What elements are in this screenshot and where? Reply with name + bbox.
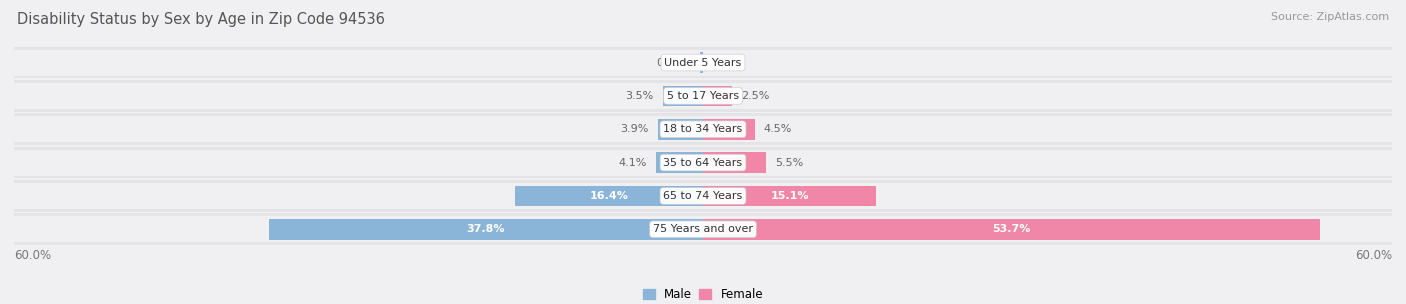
Text: 18 to 34 Years: 18 to 34 Years xyxy=(664,124,742,134)
Bar xyxy=(703,186,876,206)
Text: 60.0%: 60.0% xyxy=(1355,249,1392,262)
Text: 5 to 17 Years: 5 to 17 Years xyxy=(666,91,740,101)
Text: 60.0%: 60.0% xyxy=(14,249,51,262)
Text: 16.4%: 16.4% xyxy=(589,191,628,201)
Bar xyxy=(703,85,731,106)
Text: 0.0%: 0.0% xyxy=(713,57,741,67)
Text: 75 Years and over: 75 Years and over xyxy=(652,224,754,234)
Bar xyxy=(14,80,1392,112)
Bar xyxy=(269,219,703,240)
Bar xyxy=(14,47,1392,78)
Text: 65 to 74 Years: 65 to 74 Years xyxy=(664,191,742,201)
Text: Source: ZipAtlas.com: Source: ZipAtlas.com xyxy=(1271,12,1389,22)
Text: 15.1%: 15.1% xyxy=(770,191,808,201)
Bar xyxy=(14,183,1392,209)
Bar xyxy=(14,116,1392,142)
Bar xyxy=(14,213,1392,245)
Bar xyxy=(700,52,703,73)
Bar xyxy=(14,150,1392,176)
Text: 53.7%: 53.7% xyxy=(993,224,1031,234)
Text: 2.5%: 2.5% xyxy=(741,91,769,101)
Text: Under 5 Years: Under 5 Years xyxy=(665,57,741,67)
Text: 37.8%: 37.8% xyxy=(467,224,505,234)
Text: 3.9%: 3.9% xyxy=(620,124,650,134)
Text: 4.5%: 4.5% xyxy=(763,124,792,134)
Text: 3.5%: 3.5% xyxy=(626,91,654,101)
Text: 4.1%: 4.1% xyxy=(619,157,647,168)
Bar xyxy=(703,219,1320,240)
Bar xyxy=(658,119,703,140)
Bar xyxy=(14,216,1392,242)
Text: 0.23%: 0.23% xyxy=(655,57,692,67)
Bar xyxy=(14,113,1392,145)
Bar xyxy=(14,180,1392,212)
Bar xyxy=(14,83,1392,109)
Text: Disability Status by Sex by Age in Zip Code 94536: Disability Status by Sex by Age in Zip C… xyxy=(17,12,385,27)
Bar xyxy=(703,119,755,140)
Bar xyxy=(14,50,1392,76)
Legend: Male, Female: Male, Female xyxy=(643,288,763,301)
Bar xyxy=(703,152,766,173)
Bar xyxy=(14,147,1392,178)
Bar xyxy=(662,85,703,106)
Bar xyxy=(515,186,703,206)
Text: 5.5%: 5.5% xyxy=(775,157,804,168)
Text: 35 to 64 Years: 35 to 64 Years xyxy=(664,157,742,168)
Bar xyxy=(657,152,703,173)
